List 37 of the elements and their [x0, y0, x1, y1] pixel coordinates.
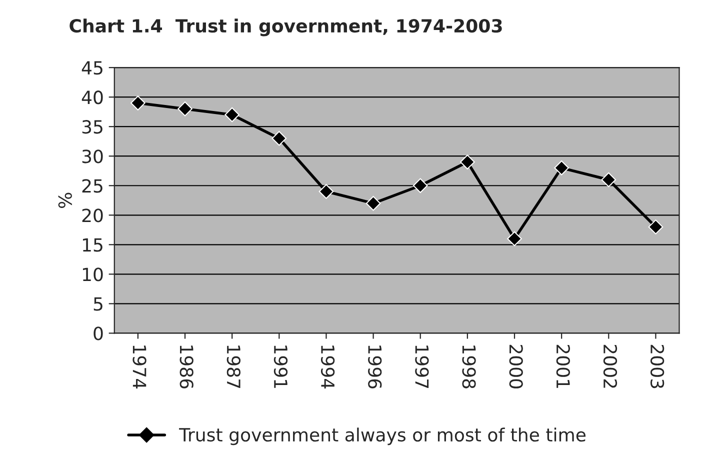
x-tick-label: 2001 — [556, 344, 570, 388]
point — [601, 172, 616, 188]
y-tick-label: 20 — [82, 208, 103, 222]
chart-title: Chart 1.4 Trust in government, 1974-2003 — [70, 18, 502, 36]
x-tick-label: 1974 — [132, 346, 146, 389]
point — [366, 196, 381, 211]
point — [130, 96, 146, 110]
point — [224, 107, 240, 122]
y-tick-label: 0 — [94, 326, 103, 340]
point — [412, 178, 428, 194]
y-tick-label: 15 — [82, 238, 102, 252]
x-tick-label: 1997 — [415, 346, 429, 388]
legend-label: Trust government always or most of the time — [179, 428, 586, 446]
y-axis-title: % — [58, 192, 72, 208]
point — [318, 184, 334, 199]
y-tick-label: 5 — [94, 297, 102, 311]
x-tick-label: 1994 — [320, 346, 335, 389]
y-tick-label: 25 — [82, 179, 102, 193]
y-tick-label: 40 — [82, 90, 103, 104]
point — [507, 231, 522, 246]
x-tick-label: 2003 — [650, 344, 664, 388]
x-tick-label: 1998 — [462, 346, 476, 388]
x-tick-label: 1986 — [180, 346, 194, 388]
y-tick-label: 30 — [82, 150, 103, 164]
point — [554, 160, 569, 176]
point — [460, 154, 475, 170]
point — [648, 220, 664, 234]
y-tick-label: 10 — [82, 268, 103, 282]
x-tick-label: 2002 — [603, 344, 618, 388]
y-tick-label: 45 — [82, 61, 102, 75]
y-tick-label: 35 — [82, 120, 102, 134]
x-tick-label: 1991 — [274, 346, 288, 388]
point — [178, 101, 192, 116]
point — [272, 131, 287, 146]
x-tick-label: 2000 — [509, 344, 523, 388]
x-tick-label: 1987 — [226, 346, 240, 388]
x-tick-label: 1996 — [368, 346, 382, 388]
